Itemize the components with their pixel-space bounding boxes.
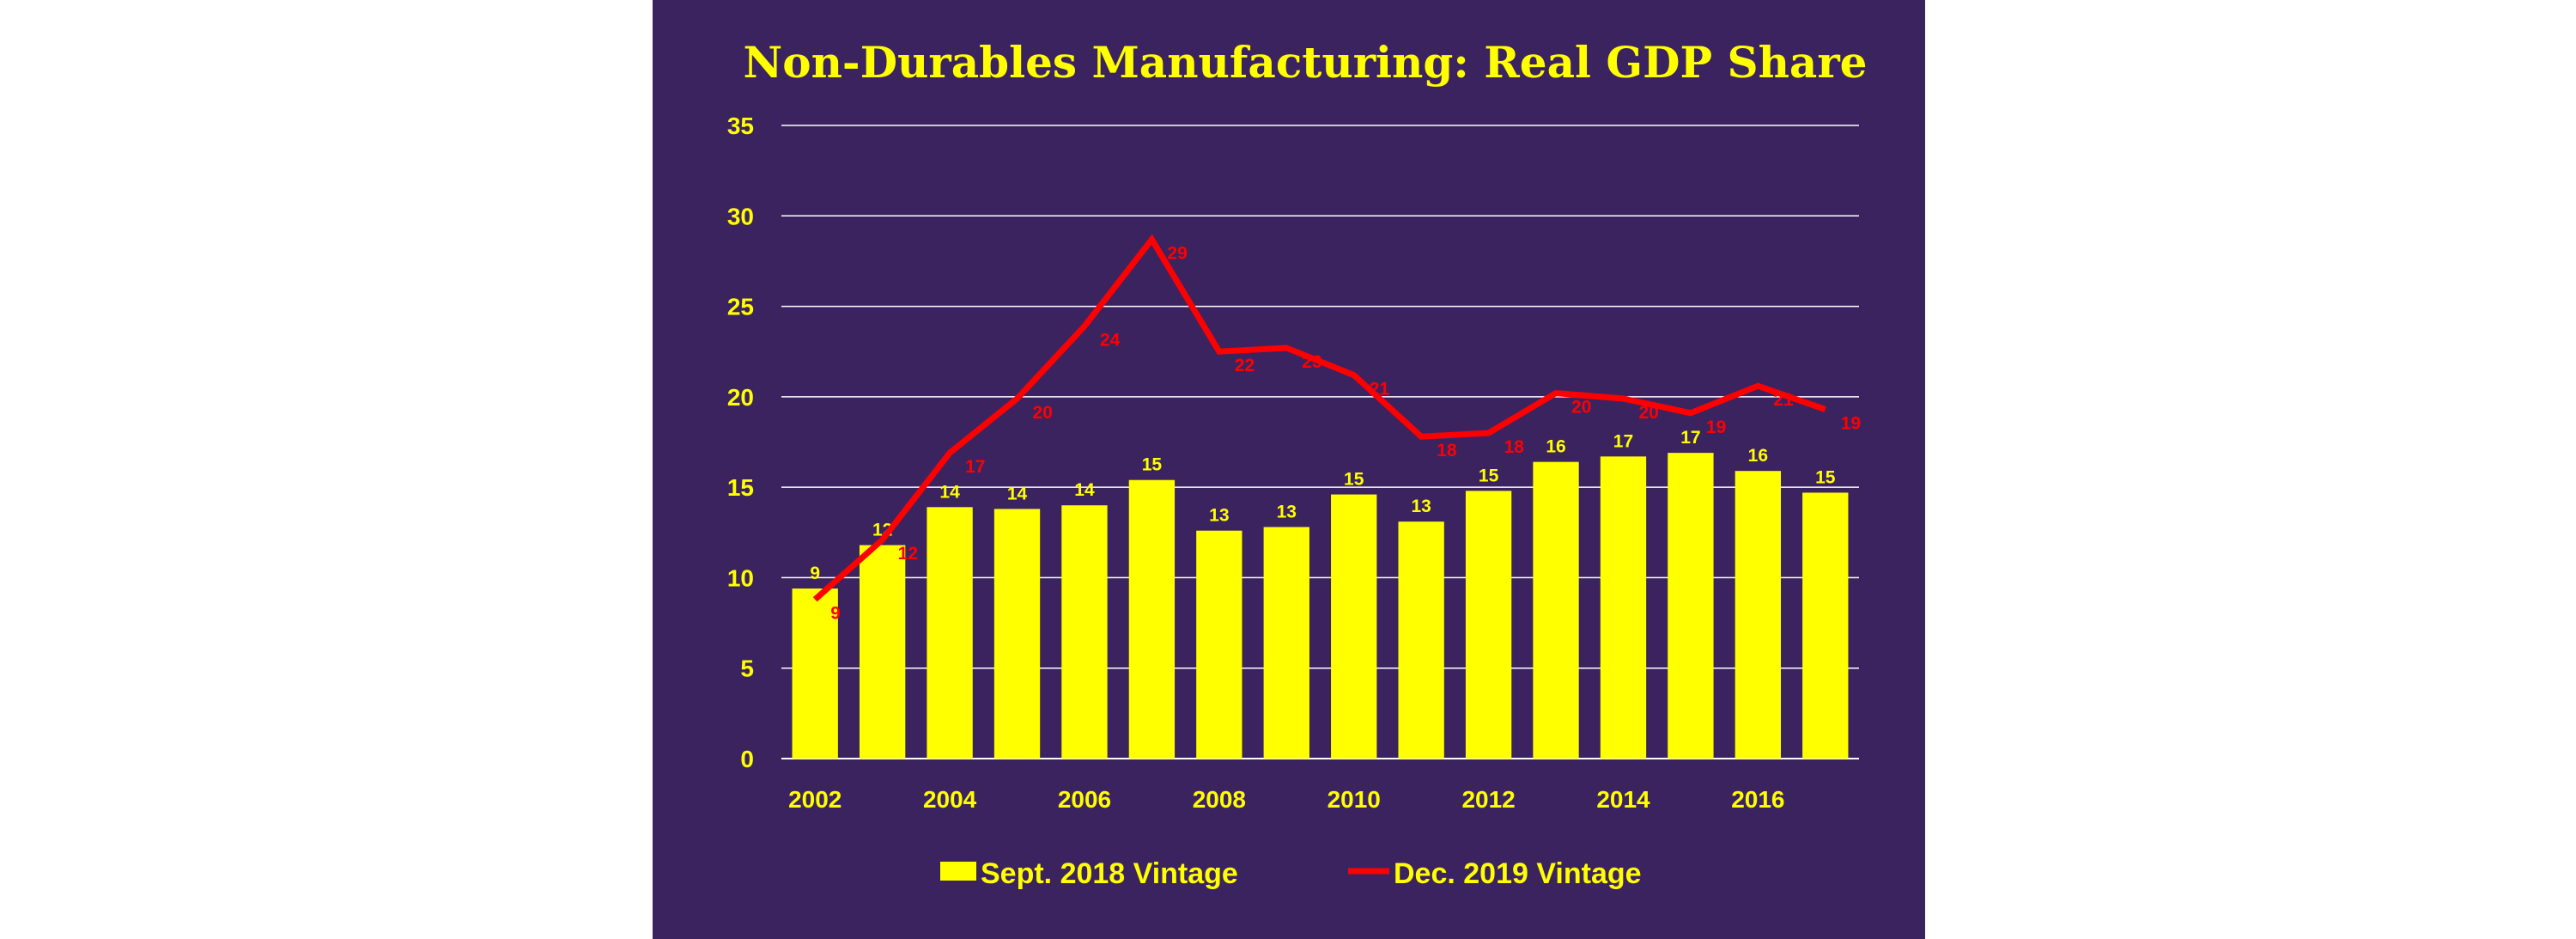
bar-2005 bbox=[993, 509, 1041, 759]
line-label-2016: 21 bbox=[1773, 390, 1794, 410]
line-label-2015: 19 bbox=[1706, 418, 1726, 437]
bar-label-2007: 15 bbox=[1142, 455, 1163, 475]
bar-label-2005: 14 bbox=[1007, 484, 1028, 503]
y-tick-label: 20 bbox=[727, 384, 754, 411]
bar-2009 bbox=[1263, 527, 1309, 759]
x-tick-label-2008: 2008 bbox=[1193, 786, 1246, 813]
line-label-2005: 20 bbox=[1033, 403, 1053, 423]
bar-2017 bbox=[1802, 492, 1849, 759]
x-tick-label-2010: 2010 bbox=[1327, 786, 1381, 813]
bar-2004 bbox=[927, 507, 973, 759]
x-tick-label-2016: 2016 bbox=[1731, 786, 1784, 813]
bar-2007 bbox=[1128, 479, 1176, 759]
bar-label-2004: 14 bbox=[939, 482, 960, 502]
bar-label-2009: 13 bbox=[1277, 502, 1297, 521]
bar-2014 bbox=[1600, 456, 1647, 759]
bar-label-2011: 13 bbox=[1411, 497, 1431, 516]
bar-2003 bbox=[859, 545, 906, 759]
line-label-2017: 19 bbox=[1841, 414, 1861, 434]
line-label-2013: 20 bbox=[1571, 398, 1591, 418]
bar-label-2008: 13 bbox=[1209, 506, 1229, 526]
x-tick-label-2004: 2004 bbox=[923, 786, 977, 813]
y-tick-label: 25 bbox=[727, 294, 754, 320]
line-label-2010: 21 bbox=[1370, 380, 1390, 399]
y-tick-label: 15 bbox=[727, 474, 754, 501]
y-tick-label: 10 bbox=[727, 564, 754, 591]
bar-2008 bbox=[1196, 530, 1242, 759]
bar-label-2017: 15 bbox=[1815, 467, 1836, 487]
chart-title: Non-Durables Manufacturing: Real GDP Sha… bbox=[744, 37, 1868, 88]
legend-label-dec-2019: Dec. 2019 Vintage bbox=[1394, 857, 1642, 890]
legend: Sept. 2018 Vintage Dec. 2019 Vintage bbox=[940, 857, 1642, 890]
line-series bbox=[812, 234, 1826, 602]
bar-label-2010: 15 bbox=[1344, 470, 1364, 490]
line-label-2009: 23 bbox=[1302, 352, 1321, 372]
x-tick-label-2012: 2012 bbox=[1461, 786, 1515, 813]
y-tick-label: 35 bbox=[727, 113, 754, 139]
bar-label-2016: 16 bbox=[1748, 446, 1768, 466]
bar-2015 bbox=[1668, 453, 1714, 759]
bar-label-2002: 9 bbox=[810, 564, 820, 583]
line-label-2011: 18 bbox=[1437, 441, 1457, 460]
y-tick-label: 0 bbox=[740, 746, 754, 772]
line-label-2008: 22 bbox=[1235, 356, 1255, 375]
x-tick-label-2006: 2006 bbox=[1058, 786, 1111, 813]
line-label-2003: 12 bbox=[898, 544, 918, 564]
bar-2010 bbox=[1331, 494, 1377, 759]
x-tick-label-2014: 2014 bbox=[1596, 786, 1650, 813]
line-label-2004: 17 bbox=[965, 457, 985, 477]
bar-data-labels: 9 12 14 14 14 15 13 13 15 13 15 16 17 17 16 15 bbox=[810, 428, 1835, 583]
line-label-2002: 9 bbox=[830, 604, 841, 624]
line-label-2007: 29 bbox=[1167, 244, 1187, 264]
bar-label-2014: 17 bbox=[1613, 431, 1633, 451]
x-axis: 2002 2004 2006 2008 2010 2012 2014 2016 bbox=[788, 786, 1784, 813]
x-tick-label-2002: 2002 bbox=[788, 786, 841, 813]
bar-2002 bbox=[792, 588, 838, 759]
bar-2013 bbox=[1533, 461, 1579, 759]
bar-2016 bbox=[1735, 471, 1782, 759]
bar-label-2006: 14 bbox=[1074, 480, 1095, 500]
legend-label-sept-2018: Sept. 2018 Vintage bbox=[981, 857, 1238, 890]
bar-label-2012: 15 bbox=[1479, 466, 1499, 485]
bar-series bbox=[792, 453, 1849, 759]
y-axis: 0 5 10 15 20 25 30 35 bbox=[727, 113, 754, 772]
bar-2011 bbox=[1398, 521, 1444, 759]
y-tick-label: 30 bbox=[727, 203, 754, 229]
y-tick-label: 5 bbox=[740, 655, 754, 682]
legend-swatch-sept-2018 bbox=[940, 862, 976, 881]
line-label-2012: 18 bbox=[1504, 437, 1525, 457]
line-label-2006: 24 bbox=[1100, 331, 1121, 351]
bar-2006 bbox=[1061, 505, 1108, 759]
line-label-2014: 20 bbox=[1638, 403, 1658, 423]
line-dec-2019 bbox=[812, 234, 1826, 602]
bar-label-2013: 16 bbox=[1546, 437, 1565, 457]
bar-label-2015: 17 bbox=[1680, 428, 1700, 448]
bar-2012 bbox=[1465, 491, 1512, 759]
